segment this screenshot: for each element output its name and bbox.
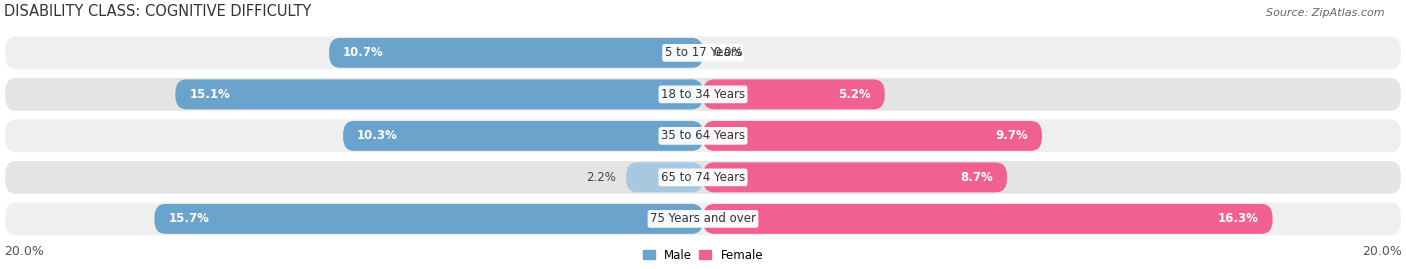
Text: 0.0%: 0.0% bbox=[713, 46, 744, 59]
FancyBboxPatch shape bbox=[176, 79, 703, 109]
FancyBboxPatch shape bbox=[4, 118, 1402, 153]
Text: 75 Years and over: 75 Years and over bbox=[650, 213, 756, 225]
Text: 9.7%: 9.7% bbox=[995, 129, 1028, 142]
Text: 35 to 64 Years: 35 to 64 Years bbox=[661, 129, 745, 142]
FancyBboxPatch shape bbox=[4, 77, 1402, 112]
FancyBboxPatch shape bbox=[703, 162, 1007, 192]
Text: DISABILITY CLASS: COGNITIVE DIFFICULTY: DISABILITY CLASS: COGNITIVE DIFFICULTY bbox=[4, 4, 312, 19]
Text: 8.7%: 8.7% bbox=[960, 171, 993, 184]
FancyBboxPatch shape bbox=[703, 121, 1042, 151]
FancyBboxPatch shape bbox=[155, 204, 703, 234]
Text: Source: ZipAtlas.com: Source: ZipAtlas.com bbox=[1267, 8, 1385, 18]
FancyBboxPatch shape bbox=[703, 79, 884, 109]
FancyBboxPatch shape bbox=[4, 36, 1402, 70]
Text: 2.2%: 2.2% bbox=[586, 171, 616, 184]
Text: 20.0%: 20.0% bbox=[1362, 245, 1402, 258]
FancyBboxPatch shape bbox=[343, 121, 703, 151]
Text: 65 to 74 Years: 65 to 74 Years bbox=[661, 171, 745, 184]
FancyBboxPatch shape bbox=[703, 204, 1272, 234]
FancyBboxPatch shape bbox=[329, 38, 703, 68]
Legend: Male, Female: Male, Female bbox=[638, 244, 768, 266]
FancyBboxPatch shape bbox=[626, 162, 703, 192]
Text: 16.3%: 16.3% bbox=[1218, 213, 1258, 225]
Text: 18 to 34 Years: 18 to 34 Years bbox=[661, 88, 745, 101]
Text: 15.7%: 15.7% bbox=[169, 213, 209, 225]
FancyBboxPatch shape bbox=[4, 160, 1402, 195]
Text: 15.1%: 15.1% bbox=[190, 88, 231, 101]
Text: 10.3%: 10.3% bbox=[357, 129, 398, 142]
Text: 10.7%: 10.7% bbox=[343, 46, 384, 59]
Text: 5.2%: 5.2% bbox=[838, 88, 870, 101]
FancyBboxPatch shape bbox=[4, 201, 1402, 236]
Text: 5 to 17 Years: 5 to 17 Years bbox=[665, 46, 741, 59]
Text: 20.0%: 20.0% bbox=[4, 245, 44, 258]
